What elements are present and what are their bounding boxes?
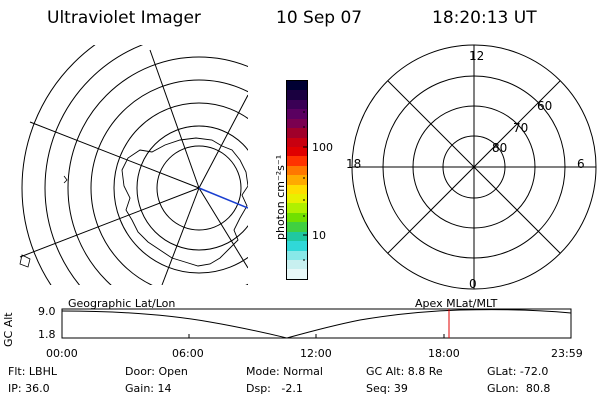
colorbar-segment — [287, 222, 307, 232]
island-outline — [19, 254, 31, 268]
door-info: Door: Open — [125, 365, 188, 378]
glon-info: GLon: 80.8 — [487, 382, 551, 395]
mlt-label-6: 6 — [577, 157, 585, 171]
glat-info: GLat: -72.0 — [487, 365, 549, 378]
lat-circle — [156, 145, 242, 231]
gain-info: Gain: 14 — [125, 382, 172, 395]
lat-circle — [44, 45, 144, 285]
colorbar-segment — [287, 184, 307, 195]
colorbar-segment — [287, 203, 307, 213]
magnetic-polar-plot: 12 18 6 0 60 70 80 — [346, 44, 597, 290]
island-outline — [63, 175, 68, 184]
colorbar-unit-label: photon cm⁻²s⁻¹ — [274, 154, 287, 240]
mlat-label-80: 80 — [492, 141, 507, 155]
time-tick-0000: 00:00 — [46, 347, 78, 360]
midnight-meridian-line — [198, 187, 248, 209]
mlt-line-diagonal — [387, 80, 561, 254]
colorbar-segment — [287, 137, 307, 147]
dsp-info: Dsp: -2.1 — [246, 382, 303, 395]
mlat-label-60: 60 — [537, 99, 552, 113]
colorbar-segment — [287, 241, 307, 251]
colorbar-segment — [287, 212, 307, 223]
gc-alt-info: GC Alt: 8.8 Re — [366, 365, 443, 378]
colorbar-segment — [287, 250, 307, 261]
lat-circle — [90, 79, 248, 285]
mode-info: Mode: Normal — [246, 365, 323, 378]
colorbar-segment — [287, 165, 307, 176]
time-tick-1800: 18:00 — [428, 347, 460, 360]
time-label: 18:20:13 UT — [432, 8, 537, 28]
meridian — [19, 187, 200, 258]
mlt-label-12: 12 — [469, 49, 484, 63]
filter-info: Flt: LBHL — [8, 365, 57, 378]
colorbar-tick-100: 100 — [312, 141, 333, 154]
colorbar-segment — [287, 175, 307, 185]
alt-axis-min: 1.8 — [38, 328, 56, 341]
mlt-label-18: 18 — [346, 157, 361, 171]
meridian — [29, 121, 200, 189]
intensity-color-bar — [286, 80, 308, 280]
orbit-altitude-plot — [61, 308, 572, 339]
mlat-label-70: 70 — [513, 121, 528, 135]
colorbar-segment — [287, 269, 307, 279]
colorbar-segment — [287, 118, 307, 129]
lat-circle — [67, 56, 248, 285]
colorbar-segment — [287, 156, 307, 166]
time-tick-2359: 23:59 — [551, 347, 583, 360]
colorbar-segment — [287, 146, 307, 157]
alt-axis-max: 9.0 — [38, 305, 56, 318]
ip-info: IP: 36.0 — [8, 382, 50, 395]
colorbar-segment — [287, 128, 307, 138]
colorbar-segment — [287, 99, 307, 110]
colorbar-segment — [287, 194, 307, 204]
mlt-label-0: 0 — [469, 277, 477, 290]
meridian — [149, 49, 200, 189]
colorbar-segment — [287, 90, 307, 100]
instrument-title: Ultraviolet Imager — [47, 8, 201, 28]
time-tick-1200: 12:00 — [300, 347, 332, 360]
geographic-coords-label: Geographic Lat/Lon — [68, 297, 176, 310]
time-tick-0600: 06:00 — [172, 347, 204, 360]
date-label: 10 Sep 07 — [276, 8, 363, 28]
colorbar-tick-10: 10 — [312, 229, 326, 242]
meridian — [198, 187, 248, 269]
alt-axis-label: GC Alt — [2, 312, 15, 347]
antarctica-coastline — [121, 137, 248, 267]
apex-coords-label: Apex MLat/MLT — [415, 297, 498, 310]
lat-circle — [21, 45, 96, 285]
geographic-map — [19, 45, 248, 285]
seq-info: Seq: 39 — [366, 382, 408, 395]
lat-circle — [136, 125, 248, 251]
colorbar-segment — [287, 109, 307, 119]
colorbar-segment — [287, 260, 307, 270]
altitude-curve — [61, 309, 572, 339]
meridian — [161, 187, 200, 285]
meridian — [198, 94, 248, 189]
lat-circle — [113, 102, 248, 274]
colorbar-segment — [287, 81, 307, 91]
colorbar-segment — [287, 231, 307, 242]
